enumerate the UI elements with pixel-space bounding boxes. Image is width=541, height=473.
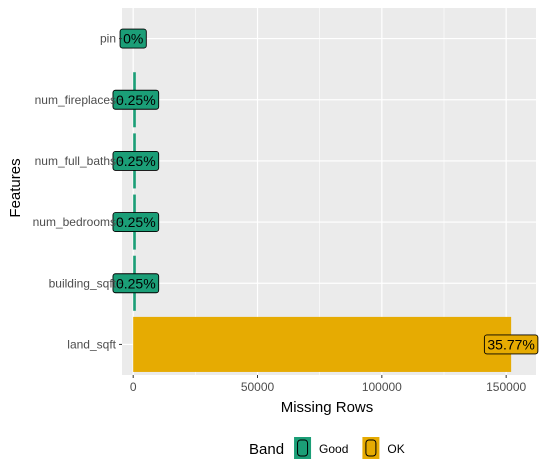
data-label-num_full_baths: 0.25% [112,150,160,171]
y-tick-label: num_full_baths [35,154,116,168]
legend-key [362,437,380,459]
y-axis: pin num_fireplaces num_full_baths num_bedro… [33,32,122,351]
x-axis-title: Missing Rows [281,399,374,416]
legend: Band Good OK [249,437,405,459]
legend-key-marker [365,439,377,457]
data-label-text: 35.77% [487,336,534,352]
x-tick-label: 100000 [362,380,402,394]
legend-label: OK [387,442,404,456]
y-tick-label: building_sqft [49,276,117,290]
data-labels: 0% 0.25% 0.25% 0.25% 0.25% 35.77% [112,28,539,355]
data-label-box [112,273,160,294]
data-label-box [112,89,160,110]
legend-title: Band [249,441,284,458]
legend-key [294,437,312,459]
y-tick-label: num_fireplaces [35,93,116,107]
bar-land_sqft [133,316,512,372]
data-label-pin: 0% [119,28,147,49]
y-tick-label: land_sqft [67,337,116,351]
plot-panel [122,8,536,375]
x-tick-label: 150000 [486,380,526,394]
data-label-text: 0.25% [116,214,156,230]
grid-major [122,8,536,375]
legend-label: Good [319,442,348,456]
x-tick-label: 50000 [241,380,275,394]
data-label-text: 0.25% [116,92,156,108]
legend-item-ok: OK [362,437,405,459]
data-label-text: 0.25% [116,275,156,291]
grid-minor [195,8,445,375]
legend-item-good: Good [294,437,348,459]
y-tick-label: pin [100,32,116,46]
data-label-num_bedrooms: 0.25% [112,212,160,233]
data-label-box [112,150,160,171]
data-label-land_sqft: 35.77% [483,334,539,355]
data-label-text: 0.25% [116,153,156,169]
data-label-box [483,334,539,355]
y-tick-label: num_bedrooms [33,215,116,229]
legend-key-marker [297,439,309,457]
x-axis: 0 50000 100000 150000 [130,375,527,394]
data-label-box [112,212,160,233]
data-label-building_sqft: 0.25% [112,273,160,294]
data-label-num_fireplaces: 0.25% [112,89,160,110]
y-axis-title: Features [7,158,24,217]
data-label-text: 0% [123,31,143,47]
x-tick-label: 0 [130,380,137,394]
